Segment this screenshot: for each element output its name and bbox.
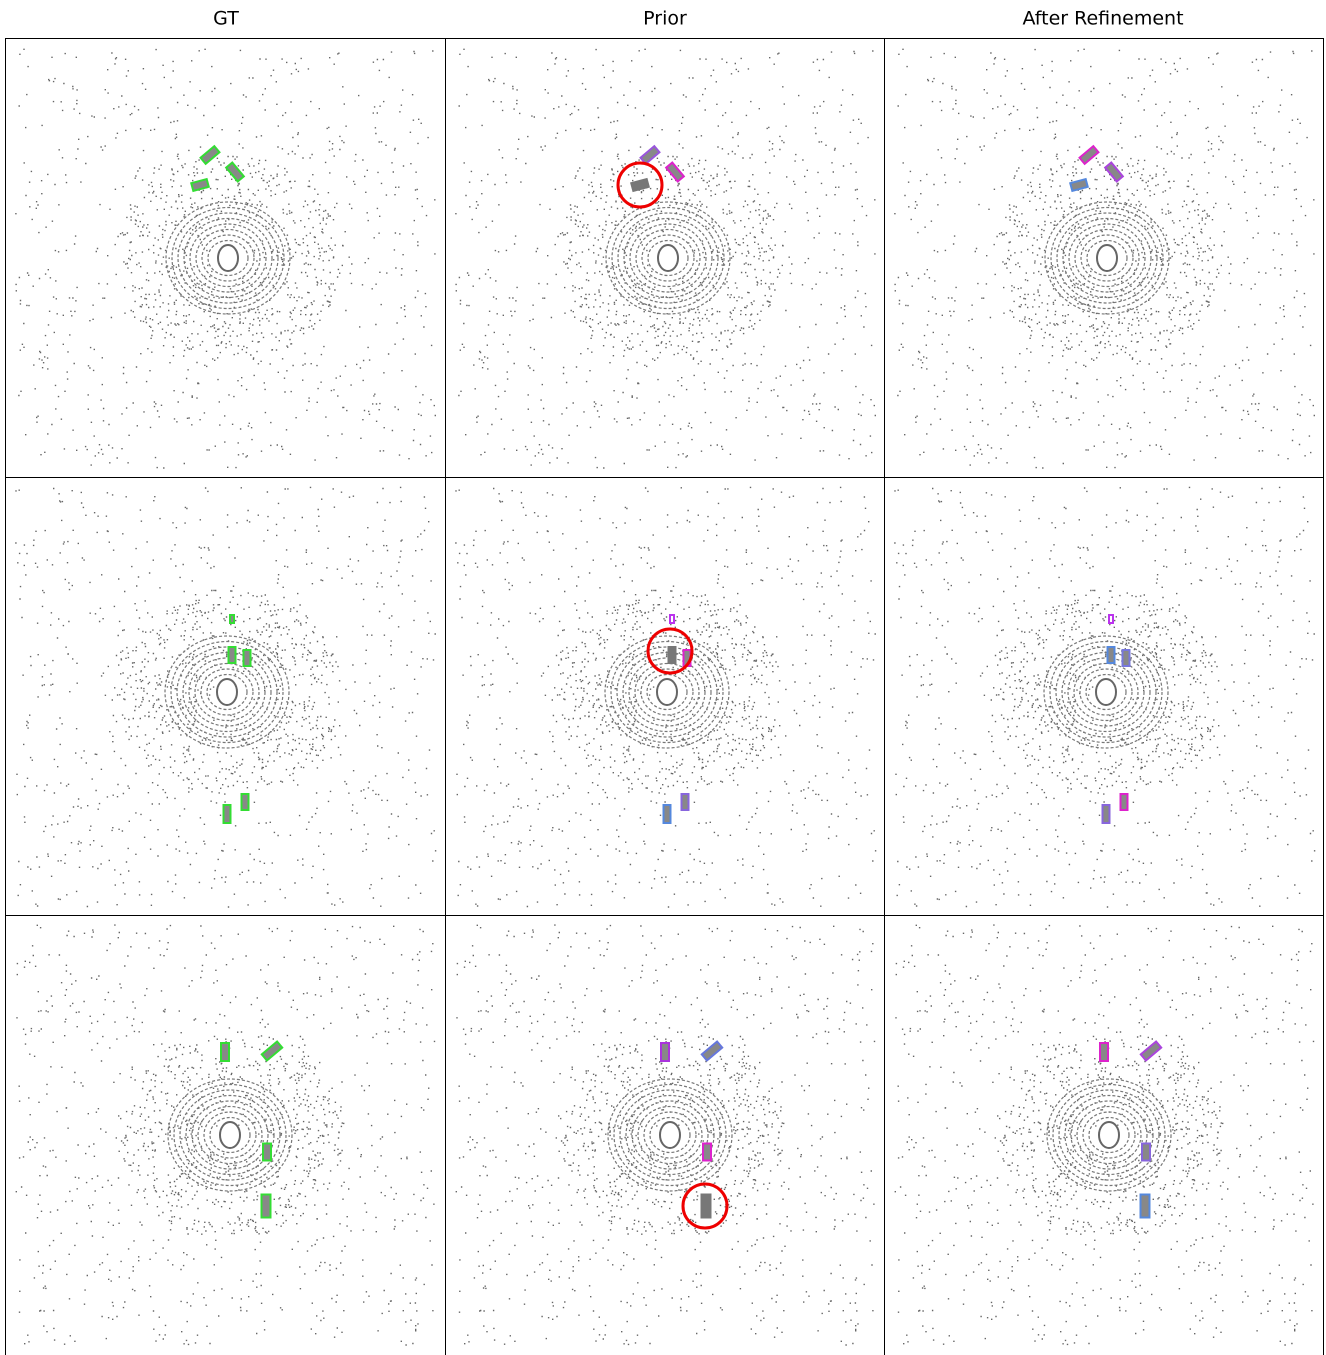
cell bbox=[16, 925, 436, 1345]
bounding-box bbox=[1108, 647, 1115, 663]
bounding-box bbox=[641, 146, 660, 164]
ego-vehicle bbox=[658, 245, 678, 271]
bounding-box bbox=[1080, 146, 1099, 164]
bounding-box bbox=[1105, 163, 1123, 182]
column-header: GT bbox=[213, 8, 239, 30]
bounding-box bbox=[221, 1043, 229, 1061]
bounding-box bbox=[670, 615, 674, 623]
bounding-box bbox=[669, 647, 676, 663]
bounding-box bbox=[226, 163, 244, 182]
bounding-box bbox=[201, 146, 220, 164]
bounding-box bbox=[1100, 1043, 1108, 1061]
bounding-box bbox=[229, 647, 236, 663]
bounding-box bbox=[1123, 650, 1130, 666]
bounding-box bbox=[262, 1042, 282, 1061]
cell bbox=[455, 487, 876, 907]
bounding-box bbox=[1142, 1144, 1150, 1161]
ego-vehicle bbox=[660, 1122, 680, 1148]
cell bbox=[894, 487, 1315, 907]
bounding-box bbox=[631, 179, 649, 191]
cell bbox=[456, 925, 876, 1345]
bounding-box bbox=[1141, 1042, 1161, 1061]
bounding-box bbox=[661, 1043, 669, 1061]
bounding-box bbox=[682, 794, 689, 810]
bounding-box bbox=[262, 1195, 271, 1218]
bounding-box bbox=[702, 1195, 711, 1218]
ego-vehicle bbox=[220, 1122, 240, 1148]
figure: GT Prior After Refinement bbox=[0, 0, 1326, 1355]
cell bbox=[894, 49, 1315, 468]
figure-canvas: GT Prior After Refinement bbox=[0, 0, 1326, 1355]
ego-vehicle bbox=[217, 679, 237, 705]
cell bbox=[895, 925, 1315, 1345]
ego-vehicle bbox=[1097, 245, 1117, 271]
bounding-box bbox=[242, 794, 249, 810]
bounding-box bbox=[224, 805, 231, 823]
bounding-box bbox=[703, 1144, 711, 1161]
cell bbox=[15, 487, 436, 907]
ego-vehicle bbox=[1096, 679, 1116, 705]
cells bbox=[15, 49, 1315, 1345]
column-header: Prior bbox=[643, 8, 687, 30]
bounding-box bbox=[263, 1144, 271, 1161]
bounding-box bbox=[664, 805, 671, 823]
bounding-box bbox=[191, 179, 209, 191]
bounding-box bbox=[702, 1042, 722, 1061]
cell bbox=[15, 49, 436, 468]
bounding-box bbox=[230, 615, 234, 623]
ego-vehicle bbox=[218, 245, 238, 271]
bounding-box bbox=[666, 163, 684, 182]
bounding-box bbox=[1070, 179, 1088, 191]
bounding-box bbox=[1109, 615, 1113, 623]
bounding-box bbox=[1103, 805, 1110, 823]
ego-vehicle bbox=[657, 679, 677, 705]
column-header: After Refinement bbox=[1022, 8, 1183, 30]
bounding-box bbox=[1141, 1195, 1150, 1218]
bounding-box bbox=[1121, 794, 1128, 810]
cell bbox=[455, 49, 876, 468]
ego-vehicle bbox=[1099, 1122, 1119, 1148]
bounding-box bbox=[244, 650, 251, 666]
